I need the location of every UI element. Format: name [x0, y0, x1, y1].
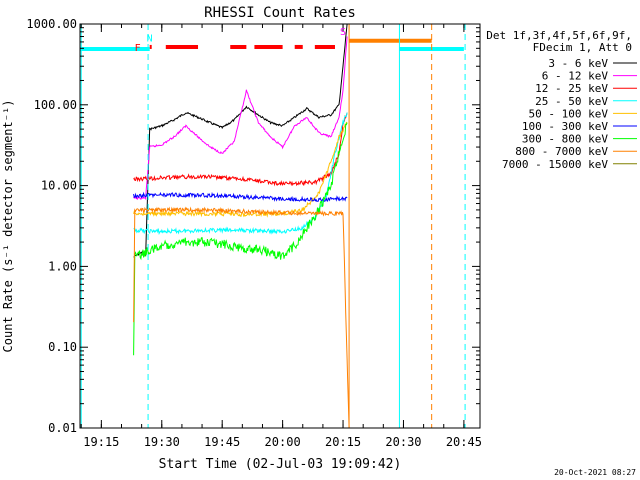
legend-label: 3 - 6 keV: [548, 57, 608, 70]
x-tick-label: 19:30: [144, 435, 180, 449]
legend-label: 12 - 25 keV: [535, 82, 608, 95]
x-tick-label: 20:00: [265, 435, 301, 449]
annotation-label: F: [135, 43, 141, 54]
annotation-label: N: [147, 34, 153, 45]
legend-label: 800 - 7000 keV: [515, 145, 608, 158]
series-300-800-kev-line: [133, 122, 348, 356]
y-tick-label: 1.00: [48, 259, 77, 273]
x-tick-label: 20:15: [325, 435, 361, 449]
legend-header-line-2: FDecim 1, Att 0: [533, 41, 632, 54]
y-tick-label: 0.01: [48, 421, 77, 435]
chart-title: RHESSI Count Rates: [204, 5, 356, 21]
annotation-label: S: [340, 27, 346, 38]
x-tick-label: 20:30: [385, 435, 421, 449]
y-tick-label: 10.00: [41, 179, 77, 193]
series-50-100-kev-line: [133, 121, 348, 218]
legend-label: 25 - 50 keV: [535, 95, 608, 108]
legend-label: 6 - 12 keV: [542, 70, 609, 83]
x-tick-label: 19:45: [204, 435, 240, 449]
legend-label: 100 - 300 keV: [522, 120, 608, 133]
y-tick-label: 0.10: [48, 340, 77, 354]
plot-frame: [79, 23, 481, 429]
series-12-25-kev-line: [133, 112, 348, 187]
legend-label: 300 - 800 keV: [522, 133, 608, 146]
x-axis-label: Start Time (02-Jul-03 19:09:42): [159, 457, 402, 472]
series-100-300-kev-line: [133, 191, 348, 203]
x-tick-label: 20:45: [446, 435, 482, 449]
y-tick-label: 1000.00: [26, 17, 77, 31]
x-tick-label: 19:15: [83, 435, 119, 449]
y-axis-label: Count Rate (s⁻¹ detector segment⁻¹): [1, 100, 15, 353]
footer-timestamp: 20-Oct-2021 08:27: [554, 468, 636, 477]
series-800-7000-kev-line: [133, 206, 350, 429]
legend-header-line-1: Det 1f,3f,4f,5f,6f,9f,: [486, 29, 632, 42]
legend-label: 7000 - 15000 keV: [502, 158, 608, 171]
series-6-12-kev-line: [133, 36, 348, 201]
y-tick-label: 100.00: [34, 98, 77, 112]
legend-label: 50 - 100 keV: [529, 107, 609, 120]
